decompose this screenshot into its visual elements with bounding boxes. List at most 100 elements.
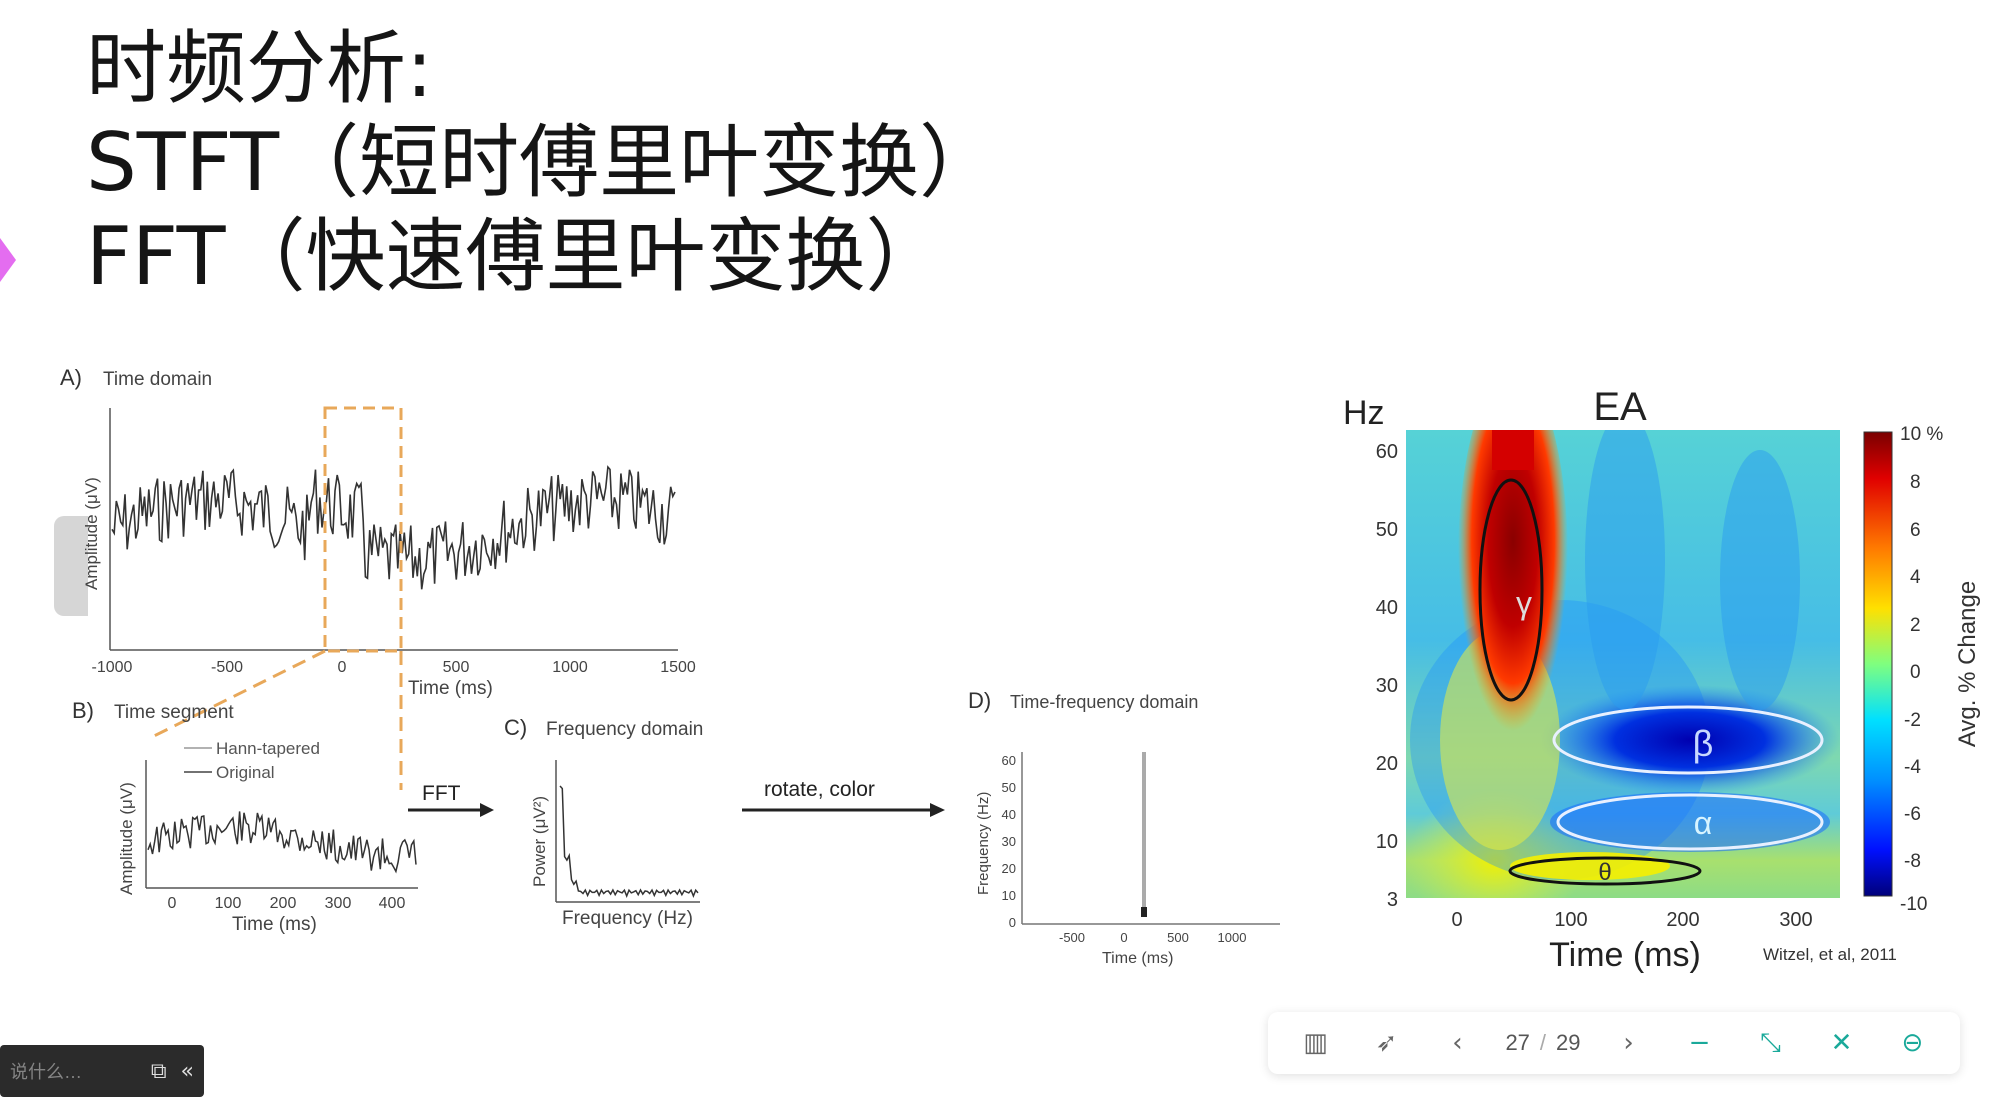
colorbar-tick: 10 %	[1900, 424, 1943, 445]
next-page-button[interactable]: ›	[1623, 1028, 1634, 1058]
panel-d-time-slice	[1142, 752, 1146, 917]
panel-c-letter: C)	[504, 715, 527, 740]
total-pages: 29	[1556, 1030, 1581, 1055]
cast-icon[interactable]: ⧉	[150, 1058, 167, 1084]
heatmap-xtick: 300	[1779, 909, 1812, 931]
heatmap-ytick: 50	[1376, 519, 1398, 541]
current-page: 27	[1505, 1030, 1530, 1055]
alpha-band-outline	[1556, 793, 1824, 851]
panel-d-ytick: 0	[1009, 915, 1016, 930]
close-icon[interactable]: ✕	[1830, 1028, 1853, 1058]
colorbar-tick: 4	[1910, 567, 1921, 588]
title-line-1: 时频分析:	[86, 22, 433, 115]
heatmap-y-unit: Hz	[1343, 394, 1385, 432]
panel-c-ylabel: Power (μV²)	[530, 796, 549, 887]
colorbar-tick: 6	[1910, 520, 1921, 541]
panel-d-xtick: 1000	[1218, 930, 1247, 945]
comment-hint[interactable]: 说什么…	[10, 1062, 82, 1082]
prev-page-button[interactable]: ‹	[1452, 1028, 1463, 1058]
panel-a-title: Time domain	[103, 369, 212, 390]
panel-d-xtick: 0	[1120, 930, 1127, 945]
side-panel-handle[interactable]	[54, 516, 88, 616]
panel-c-xlabel: Frequency (Hz)	[562, 908, 693, 929]
minimize-circle-icon[interactable]: ⊖	[1901, 1028, 1924, 1058]
panel-d-xtick: 500	[1167, 930, 1189, 945]
bottom-left-controls: 说什么… ⧉ «	[0, 1045, 204, 1097]
panel-c-title: Frequency domain	[546, 719, 703, 740]
figure-credit: Witzel, et al, 2011	[1763, 945, 1897, 964]
panel-d-ytick: 50	[1002, 780, 1016, 795]
beta-band-outline	[1552, 705, 1824, 775]
page-separator: /	[1539, 1030, 1547, 1055]
heatmap-xtick: 0	[1451, 909, 1462, 931]
heatmap-ytick: 3	[1387, 889, 1398, 911]
legend-original: Original	[216, 763, 275, 782]
rotate-arrow-icon	[930, 803, 945, 817]
exit-fullscreen-icon[interactable]: ⤡	[1760, 1027, 1781, 1058]
theta-label: θ	[1598, 859, 1611, 886]
colorbar-tick: -4	[1904, 757, 1921, 778]
pointer-icon[interactable]: ➶	[1375, 1028, 1398, 1058]
title-line-3: FFT（快速傅里叶变换）	[86, 210, 946, 303]
panel-c-power-spectrum	[559, 785, 699, 899]
heatmap-xlabel: Time (ms)	[1549, 936, 1701, 974]
panel-a-tick: -1000	[92, 659, 133, 676]
heatmap-ytick: 40	[1376, 597, 1398, 619]
panel-d-ytick: 30	[1002, 834, 1016, 849]
zoom-out-icon[interactable]: −	[1688, 1028, 1711, 1058]
slide-title: 时频分析: STFT（短时傅里叶变换） FFT（快速傅里叶变换）	[86, 22, 999, 304]
legend-hann-tapered: Hann-tapered	[216, 739, 320, 758]
fft-arrow-icon	[480, 803, 494, 817]
panel-b-segment-trace	[147, 811, 417, 874]
collapse-icon[interactable]: «	[180, 1058, 194, 1084]
panel-b-tick: 200	[270, 895, 297, 912]
panel-d-xtick: -500	[1059, 930, 1085, 945]
panel-d-ylabel: Frequency (Hz)	[975, 792, 992, 895]
colorbar-tick: -2	[1904, 710, 1921, 731]
panel-b-tick: 100	[215, 895, 242, 912]
panel-b-letter: B)	[72, 698, 94, 723]
viewer-toolbar: ▥ ➶ ‹ 27 / 29 › − ⤡ ✕ ⊖	[1268, 1012, 1960, 1074]
panel-d-title: Time-frequency domain	[1010, 692, 1198, 712]
panel-a-letter: A)	[60, 365, 82, 390]
colorbar-tick: -8	[1904, 851, 1921, 872]
panel-a-ylabel: Amplitude (μV)	[82, 477, 101, 590]
panel-a-tick: 0	[338, 659, 347, 676]
colorbar-tick: 2	[1910, 615, 1921, 636]
panel-d-ytick: 20	[1002, 861, 1016, 876]
ea-heatmap-figure: Hz EA γ β α θ 60 50 40 30 20 10 3 0 100 …	[1343, 385, 1981, 974]
colorbar-tick: 8	[1910, 472, 1921, 493]
colorbar-tick: 0	[1910, 662, 1921, 683]
rotate-arrow-label: rotate, color	[764, 778, 875, 801]
panel-a-xlabel: Time (ms)	[408, 678, 493, 699]
sidebar-toggle-icon[interactable]: ▥	[1303, 1028, 1328, 1058]
panel-a-tick: 500	[443, 659, 470, 676]
panel-b-tick: 400	[379, 895, 406, 912]
panel-b-tick: 0	[168, 895, 177, 912]
panel-b-tick: 300	[325, 895, 352, 912]
panel-d-ytick: 10	[1002, 888, 1016, 903]
page-indicator: 27 / 29	[1505, 1030, 1580, 1056]
panel-b-title: Time segment	[114, 702, 234, 723]
colorbar-label: Avg. % Change	[1954, 581, 1981, 747]
theta-band-outline	[1508, 856, 1702, 886]
panel-b-xlabel: Time (ms)	[232, 914, 317, 935]
panel-a-tick: -500	[211, 659, 243, 676]
panel-d-ytick: 60	[1002, 753, 1016, 768]
heatmap-ytick: 30	[1376, 675, 1398, 697]
colorbar	[1863, 431, 1893, 897]
heatmap-ytick: 10	[1376, 831, 1398, 853]
panel-d-ytick: 40	[1002, 807, 1016, 822]
panel-d-xlabel: Time (ms)	[1102, 950, 1173, 967]
time-frequency-figure: A) Time domain Amplitude (μV) -1000 -500…	[60, 365, 1280, 967]
gamma-band-outline	[1478, 478, 1544, 702]
beta-label: β	[1693, 723, 1714, 764]
panel-a-tick: 1500	[660, 659, 696, 676]
slide-edge-marker[interactable]	[0, 238, 16, 282]
panel-a-tick: 1000	[552, 659, 588, 676]
fft-arrow-label: FFT	[422, 782, 461, 805]
colorbar-tick: -6	[1904, 804, 1921, 825]
panel-a-eeg-trace	[111, 465, 676, 590]
heatmap-ytick: 60	[1376, 441, 1398, 463]
heatmap-ytick: 20	[1376, 753, 1398, 775]
